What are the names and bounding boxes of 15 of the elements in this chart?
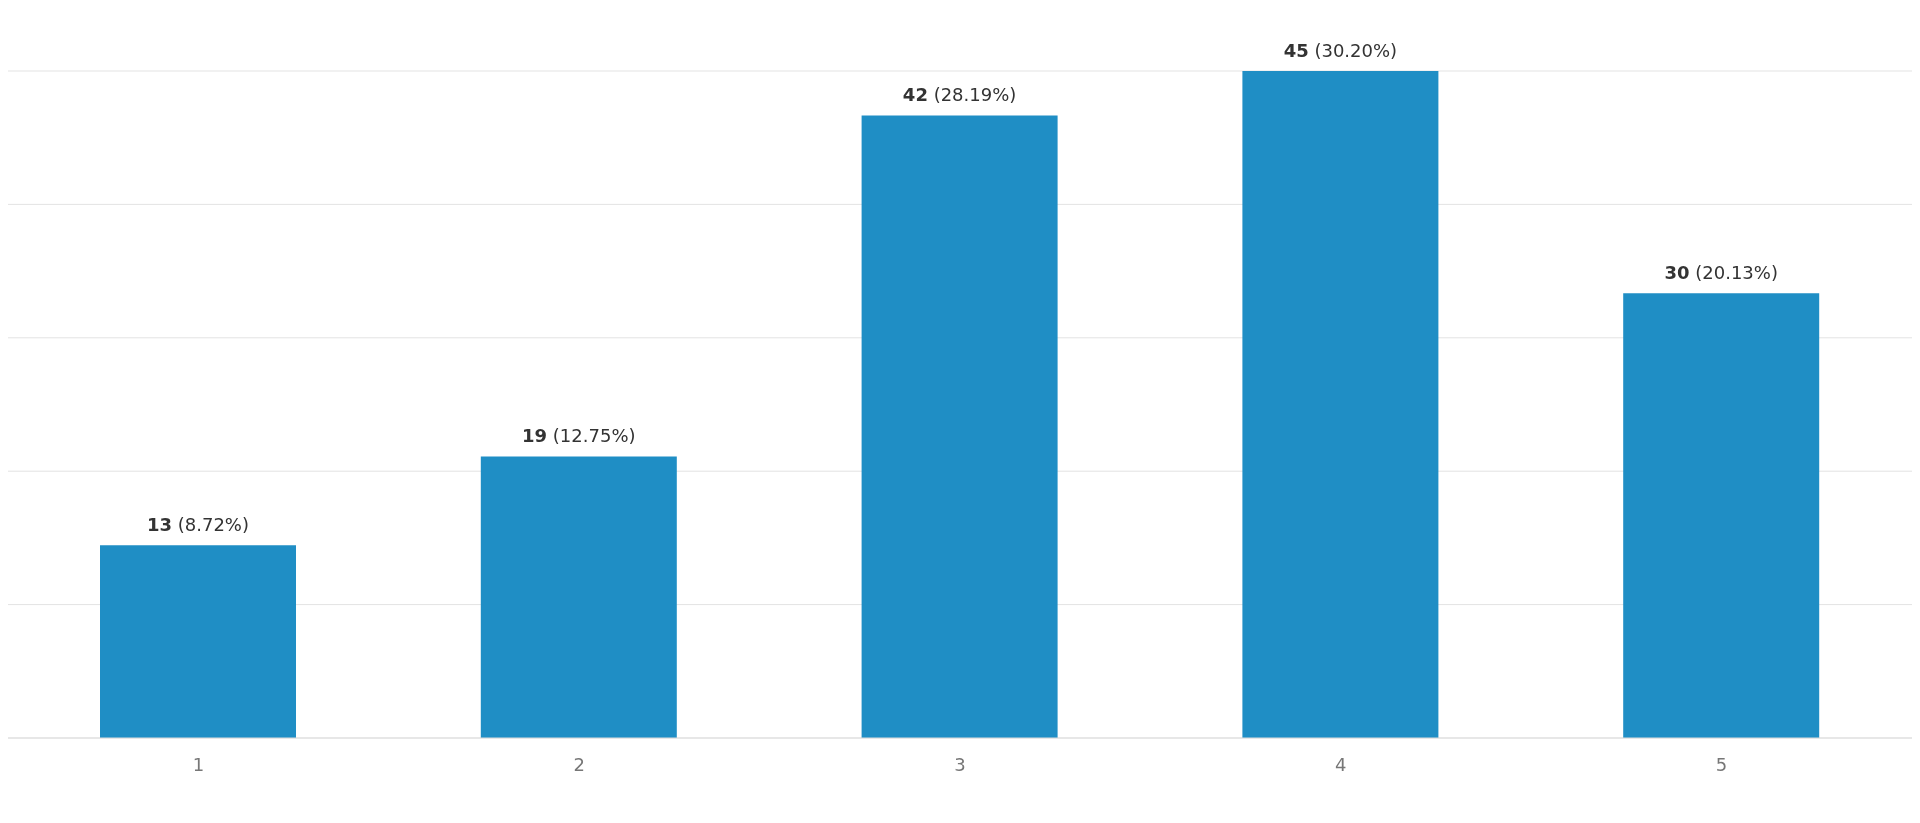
data-label: 19 (12.75%) bbox=[522, 425, 636, 447]
x-tick-label: 2 bbox=[573, 753, 585, 775]
data-label: 30 (20.13%) bbox=[1664, 262, 1778, 284]
bar bbox=[861, 115, 1058, 738]
bar bbox=[480, 456, 677, 738]
bar bbox=[1242, 71, 1439, 738]
x-tick-label: 5 bbox=[1715, 753, 1728, 775]
x-tick-label: 3 bbox=[954, 753, 966, 775]
data-label: 42 (28.19%) bbox=[902, 84, 1017, 106]
bar bbox=[1623, 293, 1820, 738]
bar bbox=[100, 545, 296, 738]
x-tick-label: 1 bbox=[192, 753, 205, 775]
data-label: 45 (30.20%) bbox=[1283, 40, 1398, 61]
data-label: 13 (8.72%) bbox=[146, 514, 250, 536]
x-tick-label: 4 bbox=[1335, 753, 1347, 775]
